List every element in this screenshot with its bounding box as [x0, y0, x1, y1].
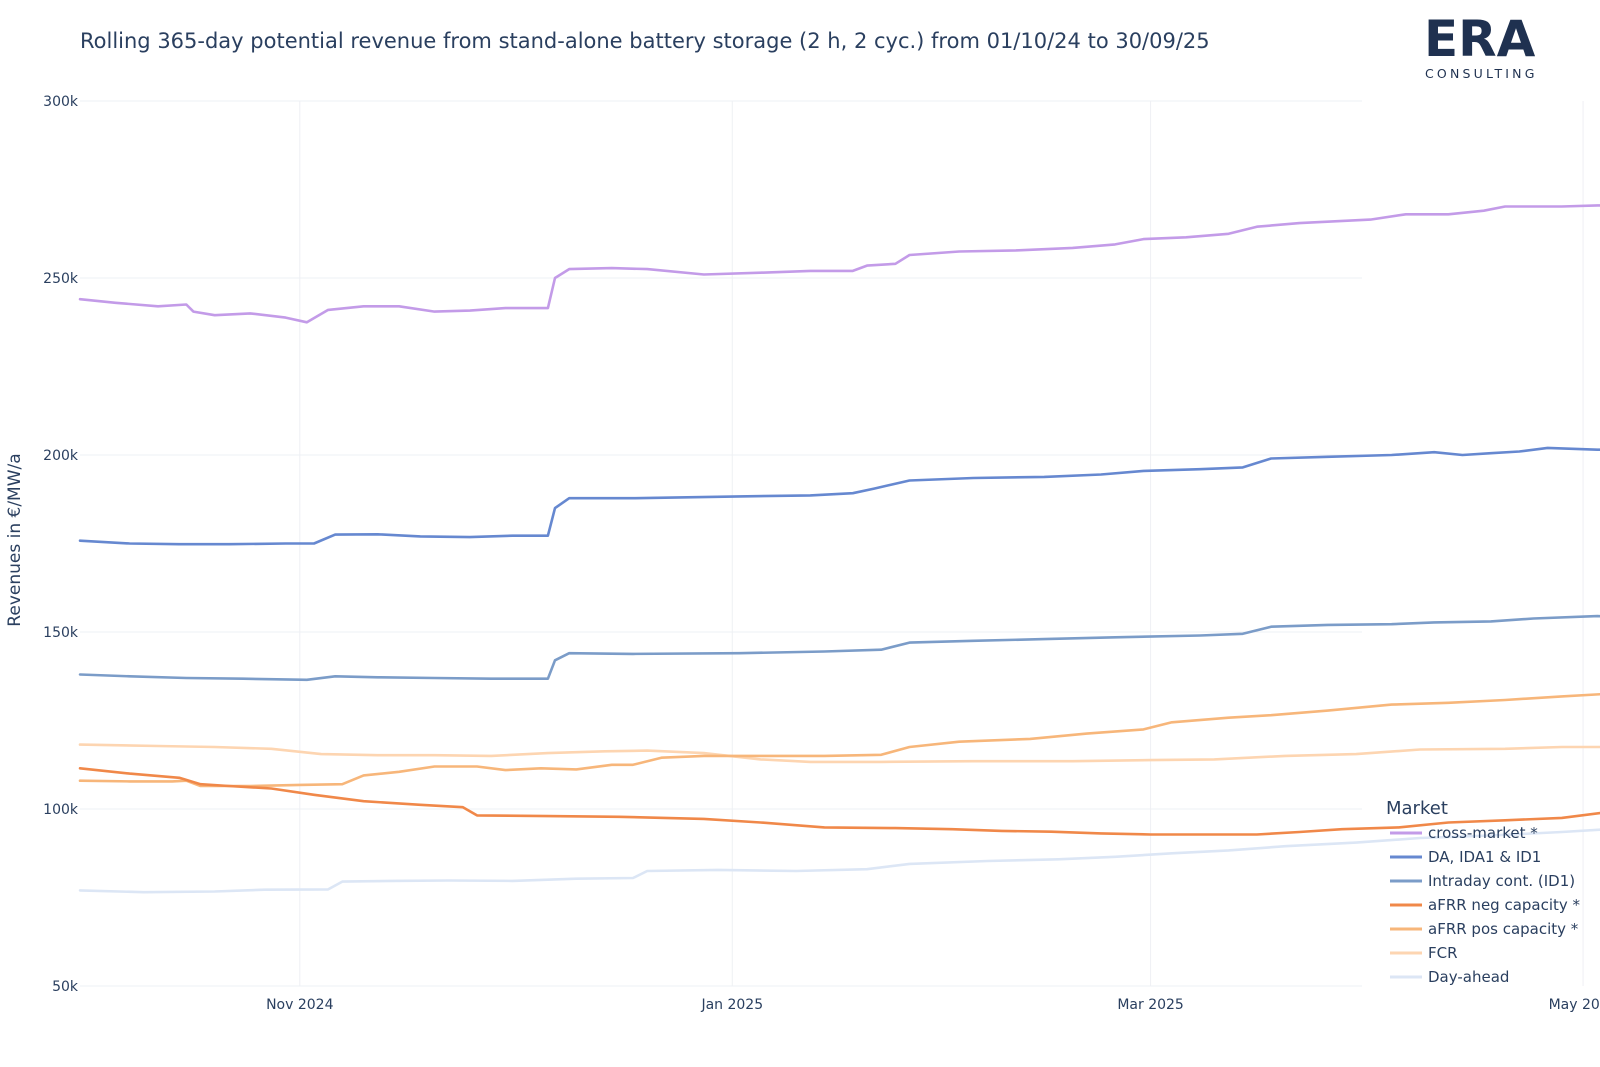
series-line-afrr-neg-capacity: [78, 767, 1600, 836]
legend: Market cross-market * DA, IDA1 & ID1 Intra…: [1386, 798, 1581, 986]
y-axis-ticks: 50k 100k 150k 200k 250k 300k: [43, 94, 79, 995]
y-tick-label: 150k: [43, 625, 79, 641]
y-tick-label: 200k: [43, 448, 79, 464]
x-tick-label: Mar 2025: [1117, 997, 1184, 1013]
y-tick-label: 300k: [43, 94, 79, 110]
logo-wordmark: ERA: [1424, 10, 1536, 68]
grid: [80, 100, 1584, 987]
legend-label-intraday-cont-id1: Intraday cont. (ID1): [1428, 872, 1575, 890]
series-line-cross-market: [78, 204, 1600, 324]
legend-label-fcr: FCR: [1428, 944, 1458, 962]
series-lines: [78, 204, 1600, 894]
company-logo: ERA CONSULTING: [1424, 10, 1538, 81]
y-tick-label: 100k: [43, 802, 79, 818]
x-tick-label: May 2025: [1549, 997, 1600, 1013]
chart-title: Rolling 365-day potential revenue from s…: [80, 29, 1210, 53]
legend-title: Market: [1386, 798, 1448, 819]
y-tick-label: 250k: [43, 271, 79, 287]
series-line-intraday-cont-id1: [78, 614, 1600, 682]
series-line-fcr: [78, 743, 1600, 764]
logo-tagline: CONSULTING: [1425, 66, 1538, 81]
legend-label-day-ahead: Day-ahead: [1428, 968, 1509, 986]
series-line-day-ahead: [78, 828, 1600, 894]
series-line-da-ida1-id1: [78, 446, 1600, 546]
series-line-afrr-pos-capacity: [78, 692, 1600, 788]
y-tick-label: 50k: [52, 979, 79, 995]
x-tick-label: Nov 2024: [266, 997, 333, 1013]
legend-label-cross-market: cross-market *: [1428, 824, 1538, 842]
x-tick-label: Jan 2025: [700, 997, 763, 1013]
legend-label-afrr-pos-capacity: aFRR pos capacity *: [1428, 920, 1579, 938]
legend-label-afrr-neg-capacity: aFRR neg capacity *: [1428, 896, 1581, 914]
y-axis-title: Revenues in €/MW/a: [5, 453, 25, 626]
legend-label-da-ida1-id1: DA, IDA1 & ID1: [1428, 848, 1541, 866]
